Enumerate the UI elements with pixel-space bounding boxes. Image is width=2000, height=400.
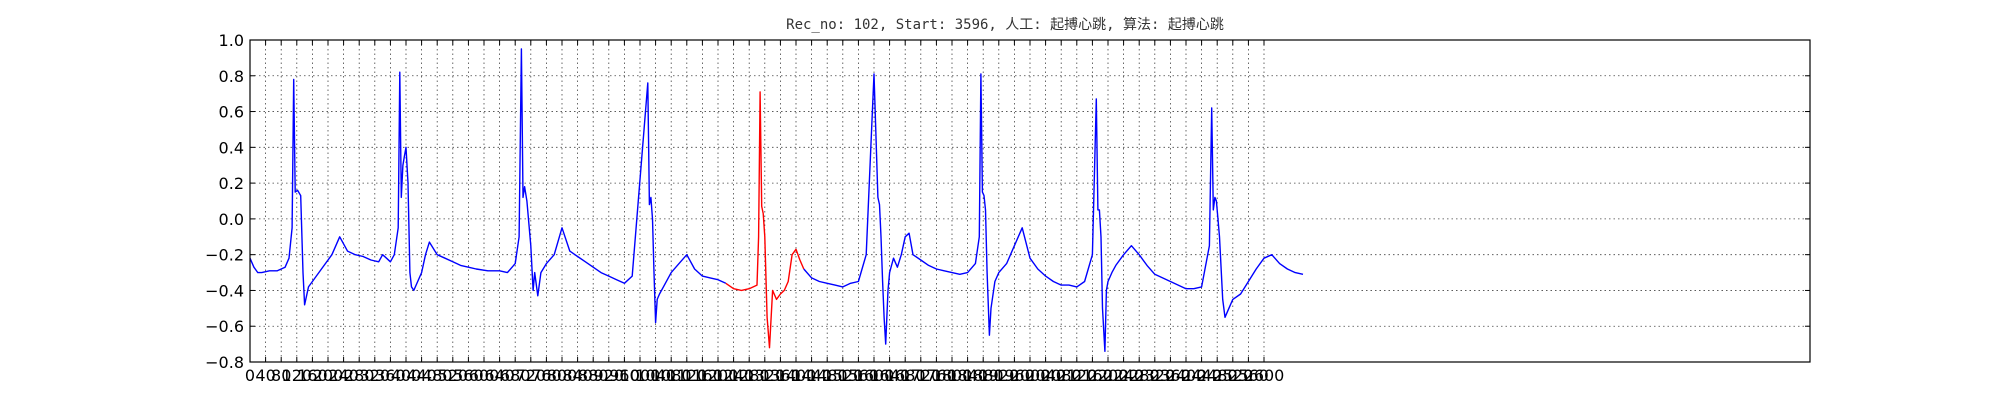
x-tick-label: 1560 <box>838 366 879 385</box>
x-tick-label: 960 <box>609 366 640 385</box>
x-tick-label: 480 <box>422 366 453 385</box>
y-tick-label: 0.0 <box>219 210 244 229</box>
x-tick-label: 1440 <box>791 366 832 385</box>
x-tick-label: 1880 <box>963 366 1004 385</box>
y-tick-label: −0.6 <box>205 317 244 336</box>
x-tick-label: 2400 <box>1166 366 1207 385</box>
x-tick-label: 1360 <box>760 366 801 385</box>
series-layer <box>249 48 1304 352</box>
x-tick-label: 1760 <box>916 366 957 385</box>
x-tick-label: 2440 <box>1181 366 1222 385</box>
grid-lines <box>250 40 1810 362</box>
y-tick-label: 0.4 <box>219 138 244 157</box>
x-tick-label: 2560 <box>1228 366 1269 385</box>
x-tick-label: 2160 <box>1072 366 1113 385</box>
x-tick-label: 2120 <box>1056 366 1097 385</box>
x-tick-label: 1840 <box>947 366 988 385</box>
y-axis-ticks: −0.8 −0.6 −0.4 −0.2 0.0 0.2 0.4 0.6 0.8 1.0 <box>205 31 1810 372</box>
ecg-series-line-1 <box>725 91 805 349</box>
x-tick-label: 1320 <box>744 366 785 385</box>
x-tick-label: 2080 <box>1041 366 1082 385</box>
x-tick-label: 360 <box>375 366 406 385</box>
x-tick-label: 120 <box>282 366 313 385</box>
x-tick-label: 800 <box>547 366 578 385</box>
x-tick-label: 2360 <box>1150 366 1191 385</box>
x-tick-label: 520 <box>438 366 469 385</box>
chart-title: Rec_no: 102, Start: 3596, 人工: 起搏心跳, 算法: … <box>786 16 1224 33</box>
x-tick-label: 2480 <box>1197 366 1238 385</box>
x-tick-label: 720 <box>516 366 547 385</box>
y-tick-label: 0.6 <box>219 103 244 122</box>
x-tick-label: 1040 <box>635 366 676 385</box>
x-tick-label: 440 <box>406 366 437 385</box>
x-tick-label: 1640 <box>869 366 910 385</box>
y-tick-label: 1.0 <box>219 31 244 50</box>
x-tick-label: 880 <box>578 366 609 385</box>
y-tick-label: −0.2 <box>205 246 244 265</box>
x-tick-label: 1280 <box>729 366 770 385</box>
ecg-series-line-0 <box>249 48 727 324</box>
x-tick-label: 2320 <box>1134 366 1175 385</box>
plot-frame <box>249 39 1811 363</box>
x-tick-label: 1520 <box>822 366 863 385</box>
x-tick-label: 1600 <box>854 366 895 385</box>
x-tick-label: 280 <box>344 366 375 385</box>
x-tick-label: 1400 <box>776 366 817 385</box>
x-tick-label: 1800 <box>932 366 973 385</box>
x-tick-label: 1080 <box>651 366 692 385</box>
x-tick-label: 200 <box>313 366 344 385</box>
x-tick-label: 2240 <box>1103 366 1144 385</box>
x-tick-label: 2000 <box>1010 366 1051 385</box>
x-tick-label: 560 <box>453 366 484 385</box>
y-tick-label: −0.4 <box>205 281 244 300</box>
x-tick-label: 2280 <box>1119 366 1160 385</box>
x-tick-label: 2600 <box>1244 366 1285 385</box>
x-tick-label: 1240 <box>713 366 754 385</box>
y-tick-label: 0.8 <box>219 67 244 86</box>
x-tick-label: 80 <box>271 366 291 385</box>
x-tick-label: 2200 <box>1088 366 1129 385</box>
x-tick-label: 640 <box>484 366 515 385</box>
x-tick-label: 1960 <box>994 366 1035 385</box>
x-tick-label: 600 <box>469 366 500 385</box>
y-tick-label: −0.8 <box>205 353 244 372</box>
x-tick-label: 2520 <box>1212 366 1253 385</box>
x-tick-label: 920 <box>594 366 625 385</box>
x-tick-label: 760 <box>531 366 562 385</box>
x-tick-label: 1920 <box>978 366 1019 385</box>
x-axis-ticks: 0 408012016020024028032036040044048052056… <box>245 40 1284 385</box>
ecg-series-line-2 <box>803 73 1304 352</box>
x-tick-label: 400 <box>391 366 422 385</box>
x-tick-label: 1000 <box>620 366 661 385</box>
x-tick-label: 680 <box>500 366 531 385</box>
x-tick-label: 1480 <box>807 366 848 385</box>
x-tick-label: 40 <box>255 366 275 385</box>
x-tick-label: 1680 <box>885 366 926 385</box>
x-tick-label: 1200 <box>698 366 739 385</box>
x-tick-label: 160 <box>297 366 328 385</box>
x-tick-label: 2040 <box>1025 366 1066 385</box>
x-tick-label: 0 <box>245 366 255 385</box>
x-tick-label: 840 <box>562 366 593 385</box>
x-tick-label: 1120 <box>666 366 707 385</box>
y-tick-label: 0.2 <box>219 174 244 193</box>
x-tick-label: 240 <box>328 366 359 385</box>
x-tick-label: 1720 <box>900 366 941 385</box>
x-tick-label: 1160 <box>682 366 723 385</box>
x-tick-label: 320 <box>360 366 391 385</box>
